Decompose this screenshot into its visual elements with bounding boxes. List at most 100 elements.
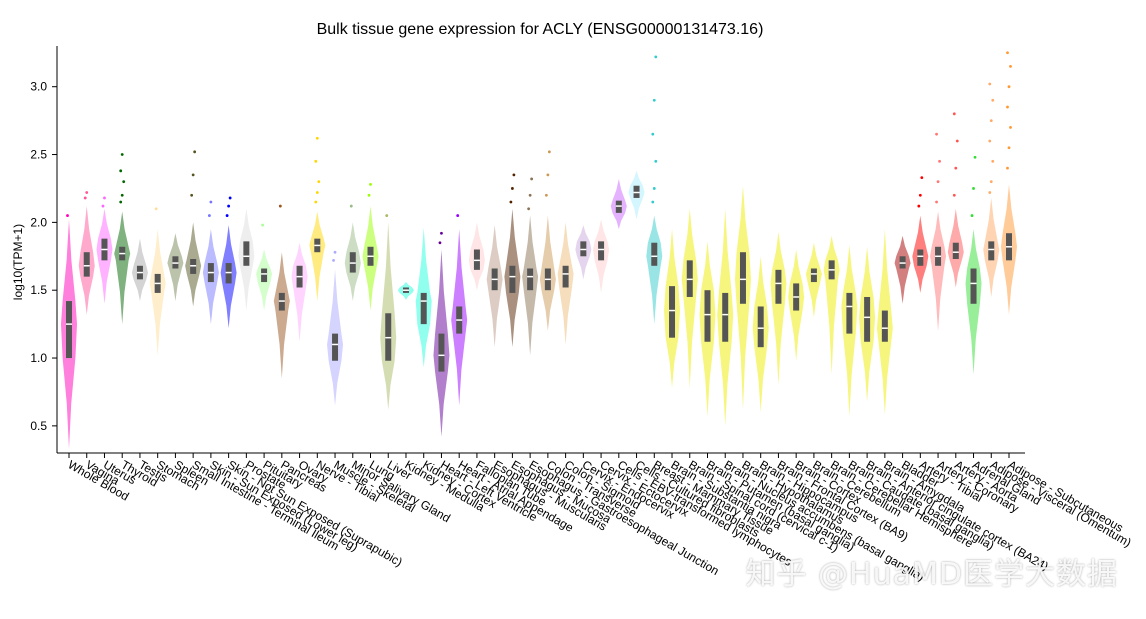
outlier-point bbox=[530, 177, 534, 181]
outlier-point bbox=[935, 132, 938, 136]
outlier-point bbox=[546, 173, 550, 177]
outlier-point bbox=[544, 193, 548, 197]
violin-kidney-medulla bbox=[397, 282, 414, 300]
violin-cells-cultured-fibroblasts bbox=[628, 170, 645, 220]
iqr-box bbox=[810, 268, 817, 283]
iqr-box bbox=[669, 286, 676, 338]
violin-body bbox=[309, 211, 326, 302]
iqr-box bbox=[261, 268, 268, 283]
outlier-point bbox=[991, 159, 995, 163]
violin-body bbox=[930, 211, 947, 331]
iqr-box bbox=[846, 292, 853, 334]
violin-brain-spinal-cord-cervical-c-1- bbox=[681, 208, 698, 388]
iqr-box bbox=[83, 252, 90, 277]
outlier-point bbox=[101, 204, 105, 208]
violin-pituitary bbox=[256, 223, 273, 311]
y-tick-label: 0.5 bbox=[30, 419, 47, 433]
y-tick-label: 3.0 bbox=[30, 80, 47, 94]
outlier-point bbox=[651, 132, 655, 136]
violin-esophagus-muscularis bbox=[486, 225, 503, 348]
violin-testis bbox=[131, 238, 148, 302]
violin-brain-cerebellar-hemisphere bbox=[823, 235, 840, 375]
violin-body bbox=[770, 231, 787, 386]
outlier-point bbox=[917, 204, 921, 208]
violin-colon-sigmoid bbox=[557, 222, 574, 345]
outlier-point bbox=[547, 150, 551, 154]
outlier-point bbox=[528, 193, 532, 197]
violin-breast-mammary-tissue bbox=[646, 55, 663, 325]
y-axis-label: log10(TPM+1) bbox=[11, 224, 25, 300]
outlier-point bbox=[278, 204, 282, 208]
outlier-point bbox=[1007, 146, 1011, 150]
outlier-point bbox=[989, 119, 993, 123]
outlier-point bbox=[119, 169, 123, 173]
violin-small-intestine-terminal-ileum bbox=[185, 150, 202, 307]
outlier-point bbox=[456, 214, 460, 217]
violin-heart-left-ventricle bbox=[433, 231, 450, 437]
outlier-point bbox=[261, 223, 264, 227]
outlier-point bbox=[970, 214, 974, 217]
outlier-point bbox=[191, 173, 195, 177]
violin-brain-putamen-basal-ganglia- bbox=[699, 241, 716, 417]
outlier-point bbox=[314, 159, 318, 163]
violin-stomach bbox=[149, 207, 166, 356]
violin-body bbox=[823, 235, 840, 375]
outlier-point bbox=[228, 196, 232, 200]
outlier-point bbox=[652, 98, 656, 102]
outlier-point bbox=[973, 155, 977, 159]
violin-brain-substantia-nigra bbox=[664, 229, 681, 388]
outlier-point bbox=[512, 173, 516, 177]
outlier-point bbox=[1006, 166, 1009, 170]
iqr-box bbox=[970, 268, 977, 304]
outlier-point bbox=[227, 204, 231, 208]
violin-prostate bbox=[238, 208, 255, 311]
iqr-box bbox=[722, 292, 729, 342]
violin-body bbox=[114, 211, 131, 325]
violin-pancreas bbox=[273, 204, 290, 379]
violin-adipose-visceral-omentum- bbox=[983, 82, 1000, 297]
violin-brain-caudate-basal-ganglia- bbox=[841, 245, 858, 417]
outlier-point bbox=[654, 55, 658, 59]
outlier-point bbox=[918, 193, 922, 197]
violin-artery-tibial bbox=[912, 176, 929, 293]
iqr-box bbox=[66, 301, 72, 359]
outlier-point bbox=[367, 193, 371, 197]
violin-cervix-ectocervix bbox=[593, 219, 610, 293]
violin-fallopian-tube bbox=[468, 222, 485, 291]
violin-brain-cortex bbox=[788, 249, 805, 361]
violin-uterus bbox=[96, 196, 113, 304]
outlier-point bbox=[988, 139, 992, 143]
violin-spleen bbox=[167, 233, 184, 302]
outlier-point bbox=[225, 214, 229, 217]
iqr-box bbox=[438, 333, 445, 372]
outlier-point bbox=[315, 191, 319, 194]
outlier-point bbox=[991, 98, 995, 102]
violin-brain-amygdala bbox=[876, 229, 893, 416]
y-tick-label: 1.5 bbox=[30, 283, 47, 297]
violin-nerve-tibial bbox=[309, 136, 326, 302]
violin-brain-anterior-cingulate-cortex-ba24- bbox=[859, 246, 876, 402]
outlier-point bbox=[651, 200, 655, 204]
violin-ovary bbox=[291, 242, 308, 342]
outlier-point bbox=[333, 250, 337, 254]
outlier-point bbox=[85, 191, 89, 194]
iqr-box bbox=[757, 306, 764, 348]
outlier-point bbox=[955, 139, 959, 143]
outlier-point bbox=[1006, 105, 1009, 109]
violin-kidney-cortex bbox=[415, 227, 432, 368]
violin-muscle-skeletal bbox=[327, 250, 344, 406]
iqr-box bbox=[243, 241, 250, 266]
iqr-box bbox=[651, 242, 658, 266]
outlier-point bbox=[349, 204, 353, 208]
y-tick-label: 2.0 bbox=[30, 215, 47, 229]
violin-brain-nucleus-accumbens-basal-ganglia- bbox=[717, 208, 734, 426]
outlier-point bbox=[66, 214, 69, 217]
outlier-point bbox=[1009, 126, 1012, 129]
violin-lung bbox=[362, 182, 379, 311]
iqr-box bbox=[917, 249, 924, 266]
outlier-point bbox=[154, 207, 158, 211]
violin-body bbox=[894, 235, 911, 304]
violin-vagina bbox=[78, 191, 95, 315]
violin-brain-hippocampus bbox=[752, 256, 769, 413]
violin-cervix-endocervix bbox=[575, 225, 592, 280]
